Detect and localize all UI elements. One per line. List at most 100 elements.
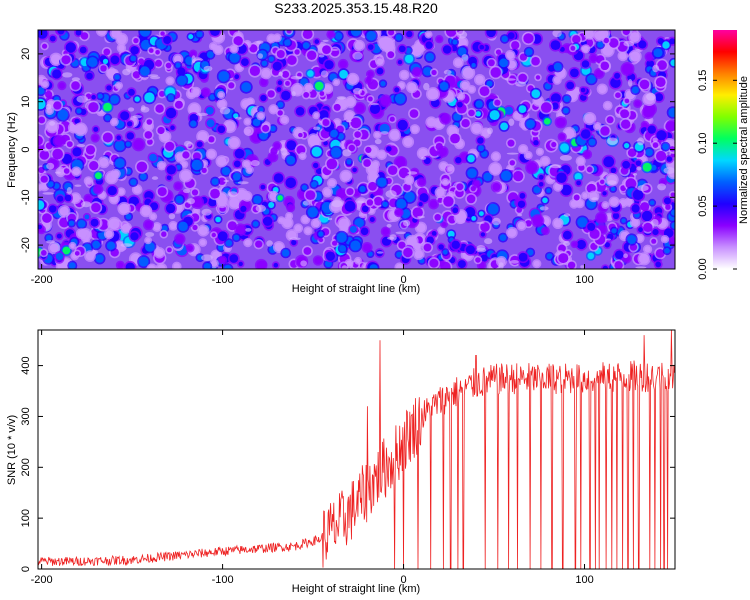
heatmap-low-cell — [395, 231, 406, 235]
heatmap-cell — [395, 93, 406, 105]
heatmap-cell — [92, 240, 101, 249]
heatmap-cell — [165, 203, 176, 214]
heatmap-xtick-label: -200 — [31, 274, 53, 286]
colorbar-tick-label: 0.00 — [697, 258, 709, 279]
heatmap-cell — [478, 145, 484, 152]
heatmap-cell — [639, 79, 650, 90]
heatmap-cell — [261, 60, 268, 66]
heatmap-low-cell — [122, 68, 131, 76]
heatmap-cell — [447, 166, 453, 172]
heatmap-cell — [210, 188, 220, 199]
heatmap-cell — [350, 30, 361, 37]
heatmap-cell — [346, 97, 355, 107]
heatmap-cell — [312, 219, 320, 228]
heatmap-cell — [277, 101, 284, 108]
heatmap-cell — [85, 177, 92, 184]
heatmap-cell — [610, 167, 617, 174]
heatmap-cell — [54, 136, 64, 146]
heatmap-cell — [224, 121, 236, 132]
heatmap-cell — [595, 69, 604, 78]
heatmap-cell — [457, 37, 467, 48]
heatmap-cell — [90, 218, 99, 227]
heatmap-cell — [586, 74, 596, 84]
heatmap-cell — [407, 82, 417, 92]
heatmap-cell — [606, 214, 612, 220]
heatmap-cell — [525, 220, 532, 227]
heatmap-cell — [323, 140, 328, 146]
heatmap-cell — [604, 242, 610, 248]
heatmap-cell — [273, 262, 279, 268]
heatmap-cell — [336, 232, 347, 243]
heatmap-cell — [286, 155, 296, 165]
heatmap-cell — [587, 252, 595, 260]
heatmap-cell — [475, 100, 483, 108]
heatmap-cell — [664, 247, 670, 254]
colorbar-gradient — [713, 30, 737, 269]
heatmap-cell — [273, 173, 284, 183]
heatmap-cell — [170, 125, 175, 130]
heatmap-cell — [218, 71, 229, 82]
heatmap-cell — [125, 141, 131, 147]
colorbar-tick-label: 0.15 — [697, 70, 709, 91]
heatmap-cell — [566, 81, 575, 90]
heatmap-cell — [127, 121, 133, 127]
snr-ytick-label: 100 — [20, 509, 32, 527]
heatmap-cell — [346, 159, 352, 165]
heatmap-cell — [519, 192, 526, 199]
heatmap-cell — [175, 234, 184, 244]
heatmap-cell — [286, 140, 297, 151]
heatmap-cell — [156, 264, 166, 269]
heatmap-cell — [230, 45, 238, 52]
heatmap-cell — [360, 227, 369, 236]
heatmap-cell — [386, 146, 392, 152]
heatmap-low-cell — [504, 78, 516, 81]
heatmap-ytick-label: 20 — [20, 48, 32, 60]
heatmap-cell — [643, 222, 653, 232]
heatmap-cell — [203, 263, 211, 269]
heatmap-cell — [600, 61, 610, 71]
heatmap-cell — [359, 185, 366, 193]
heatmap-cell — [40, 175, 48, 183]
heatmap-cell — [346, 188, 354, 196]
heatmap-cell — [318, 231, 324, 237]
heatmap-cell — [86, 72, 93, 80]
heatmap-cell — [322, 45, 331, 54]
heatmap-cell — [456, 183, 464, 191]
heatmap-cell — [509, 160, 515, 166]
heatmap-cell — [562, 230, 572, 240]
heatmap-cell — [655, 249, 665, 258]
heatmap-cell — [349, 225, 357, 233]
heatmap-cell — [657, 60, 667, 70]
heatmap-low-cell — [76, 95, 89, 103]
heatmap-cell — [461, 119, 470, 128]
heatmap-cell — [140, 173, 147, 180]
heatmap-cell — [366, 199, 374, 206]
heatmap-low-cell — [245, 228, 252, 232]
heatmap-cell — [187, 245, 194, 252]
snr-xtick-label: 0 — [400, 574, 406, 586]
heatmap-cell — [446, 30, 457, 37]
heatmap-cell — [211, 178, 219, 186]
heatmap-low-cell — [652, 137, 658, 143]
heatmap-cell — [218, 92, 224, 98]
heatmap-cell — [285, 81, 290, 86]
heatmap-cell — [396, 251, 402, 258]
heatmap-cell — [70, 243, 75, 249]
heatmap-cell — [307, 207, 318, 218]
heatmap-cell — [395, 34, 402, 41]
heatmap-cell — [300, 153, 305, 159]
heatmap-low-cell — [234, 116, 242, 120]
heatmap-low-cell — [635, 266, 647, 269]
heatmap-cell — [606, 116, 614, 124]
heatmap-xtick-label: 0 — [400, 274, 406, 286]
heatmap-low-cell — [563, 213, 571, 217]
heatmap-cell — [210, 30, 220, 36]
heatmap-low-cell — [637, 137, 645, 146]
heatmap-cell — [452, 207, 459, 214]
heatmap-low-cell — [266, 240, 273, 247]
heatmap-cell — [602, 265, 608, 269]
heatmap-cell — [155, 104, 164, 113]
heatmap-cell — [39, 150, 50, 160]
